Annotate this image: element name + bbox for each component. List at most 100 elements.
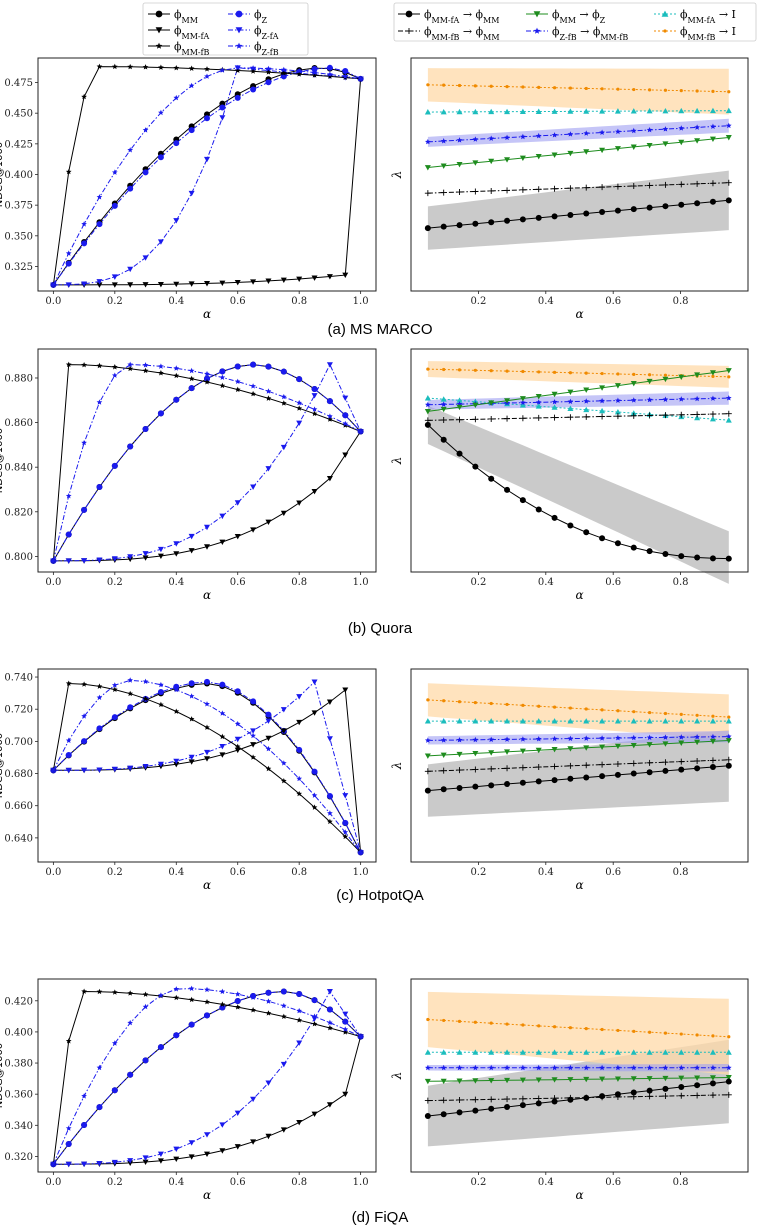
- lambda-point-black: [488, 219, 495, 226]
- data-point-mmfb: [96, 63, 103, 70]
- lambda-point-plus: [456, 1096, 463, 1103]
- lambda-point-green: [504, 1077, 511, 1084]
- lambda-point-blue: [535, 132, 542, 139]
- data-point-zfa: [311, 679, 318, 685]
- lambda-point-black: [599, 209, 606, 216]
- lambda-point-plus: [678, 1092, 685, 1099]
- data-point-zfb: [127, 147, 134, 153]
- x-tick-label: 0.8: [291, 577, 307, 588]
- data-point-mmfa: [157, 553, 164, 559]
- lambda-point-orange: [711, 374, 715, 379]
- lambda-point-blue: [520, 1064, 526, 1071]
- lambda-point-orange: [489, 84, 493, 88]
- lambda-point-cyan: [614, 108, 621, 114]
- x-tick-label: 0.6: [230, 577, 246, 588]
- lambda-point-plus: [662, 412, 669, 419]
- lambda-point-blue: [567, 735, 574, 742]
- lambda-point-blue: [504, 1064, 510, 1071]
- lambda-point-plus: [725, 179, 732, 186]
- data-point-mmfb: [81, 361, 87, 368]
- lambda-point-blue: [678, 125, 685, 131]
- confidence-band-blue: [427, 391, 729, 410]
- lambda-point-green: [488, 1078, 495, 1084]
- lambda-point-plus: [424, 190, 431, 197]
- data-point-z: [173, 140, 180, 147]
- lambda-point-green: [630, 742, 637, 749]
- lambda-point-blue: [662, 734, 669, 740]
- legend-label: ϕZ-fA: [254, 24, 279, 41]
- subfigure-caption: (d) FiQA: [352, 1209, 409, 1226]
- x-tick-label: 0.2: [107, 1177, 123, 1188]
- lambda-point-orange: [584, 86, 588, 91]
- data-point-zfb: [357, 849, 364, 855]
- lambda-point-blue: [599, 129, 605, 135]
- lambda-point-plus: [440, 417, 447, 424]
- lambda-point-orange: [600, 87, 604, 91]
- data-point-zfb: [81, 439, 87, 446]
- lambda-point-green: [583, 149, 590, 155]
- lambda-point-orange: [442, 83, 446, 87]
- lambda-point-green: [535, 1077, 542, 1083]
- data-point-mmfa: [311, 710, 318, 716]
- legend-marker: [155, 10, 163, 18]
- x-tick-label: 0.8: [673, 867, 689, 878]
- lambda-point-orange: [632, 372, 636, 376]
- lambda-point-blue: [535, 399, 542, 405]
- lambda-point-green: [709, 1075, 716, 1081]
- data-point-zfb: [296, 67, 303, 74]
- x-tick-label: 0.6: [230, 867, 246, 878]
- lambda-point-plus: [488, 1096, 495, 1103]
- y-tick-label: 0.800: [4, 552, 33, 563]
- lambda-point-black: [583, 210, 590, 217]
- lambda-point-cyan: [599, 718, 606, 724]
- data-point-z: [234, 363, 241, 370]
- data-point-mmfb: [188, 375, 195, 382]
- lambda-point-cyan: [519, 402, 526, 408]
- plot-frame: [37, 57, 377, 292]
- data-point-mmfb: [327, 818, 333, 825]
- lambda-point-blue: [425, 401, 431, 408]
- lambda-point-blue: [646, 1064, 653, 1071]
- series-line-mmfa: [53, 431, 362, 562]
- data-point-zfb: [65, 1125, 72, 1131]
- data-point-z: [157, 1044, 164, 1051]
- lambda-point-orange: [442, 699, 446, 703]
- lambda-point-orange: [616, 709, 620, 713]
- lambda-point-green: [567, 389, 574, 396]
- data-point-mmfb: [219, 1001, 226, 1007]
- data-point-mmfb: [280, 777, 287, 784]
- y-tick-label: 0.640: [4, 833, 33, 844]
- lambda-point-cyan: [567, 108, 574, 114]
- lambda-point-black: [551, 1098, 558, 1105]
- confidence-band-black: [427, 729, 729, 817]
- legend-left-entry: ϕZ-fB: [228, 40, 279, 57]
- lambda-point-black: [440, 223, 447, 230]
- data-point-mmfb: [327, 1024, 333, 1031]
- lambda-point-black: [614, 771, 621, 778]
- lambda-point-black: [551, 514, 558, 521]
- lambda-point-cyan: [456, 108, 463, 115]
- lambda-point-black: [678, 201, 685, 208]
- x-tick-label: 0.0: [45, 577, 61, 588]
- lambda-point-blue: [440, 138, 447, 144]
- data-point-zfb: [96, 694, 103, 700]
- data-point-zfa: [280, 1061, 287, 1068]
- lambda-point-black: [551, 777, 558, 784]
- lambda-point-blue: [583, 1064, 590, 1071]
- data-point-mmfb: [142, 367, 149, 374]
- lambda-point-orange: [537, 370, 541, 374]
- legend-left-entry: ϕMM: [148, 8, 198, 25]
- lambda-point-green: [424, 753, 431, 759]
- x-tick-label: 0.4: [538, 1177, 554, 1188]
- lambda-point-green: [678, 740, 685, 746]
- lambda-point-blue: [551, 132, 558, 138]
- lambda-point-cyan: [456, 1049, 463, 1055]
- data-point-mmfb: [265, 395, 272, 401]
- data-point-zfa: [127, 266, 134, 273]
- lambda-point-blue: [440, 1064, 447, 1071]
- data-point-zfb: [204, 701, 210, 707]
- lambda-point-blue: [646, 126, 653, 133]
- y-tick-label: 0.880: [4, 373, 33, 384]
- lambda-point-green: [440, 752, 447, 759]
- data-point-mmfa: [311, 1111, 318, 1118]
